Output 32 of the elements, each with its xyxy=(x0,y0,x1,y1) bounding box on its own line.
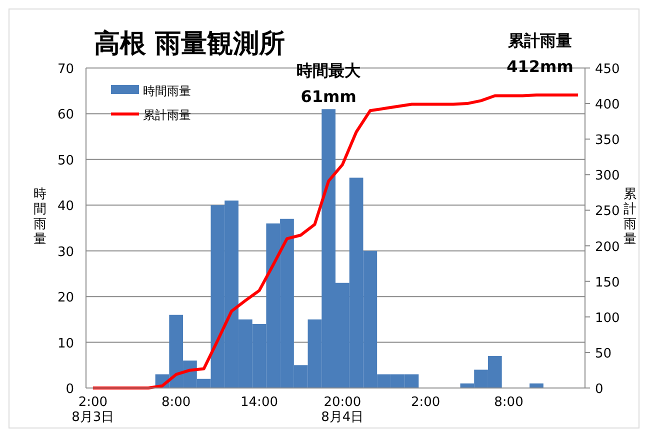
y2-tick-label: 150 xyxy=(595,275,620,290)
y-tick-label: 10 xyxy=(57,336,74,352)
legend-label: 累計雨量 xyxy=(143,108,191,122)
y-tick-label: 60 xyxy=(57,108,74,123)
y-tick-label: 30 xyxy=(57,244,74,260)
y2-tick-label: 250 xyxy=(595,204,620,220)
x-tick-label: 2:00 8月3日 xyxy=(72,395,114,425)
x-tick-label: 14:00 xyxy=(240,395,278,410)
y2-tick-label: 400 xyxy=(595,98,620,113)
y2-tick-label: 450 xyxy=(595,62,620,77)
legend-label: 時間雨量 xyxy=(143,84,191,98)
y-tick-label: 70 xyxy=(57,62,74,77)
y-tick-label: 50 xyxy=(57,153,74,168)
y2-tick-label: 350 xyxy=(595,133,620,148)
annotation: 時間最大 61mm xyxy=(296,61,362,106)
chart-title: 高根 雨量観測所 xyxy=(94,29,286,59)
y-tick-label: 20 xyxy=(57,290,74,306)
y2-tick-label: 100 xyxy=(595,310,620,326)
y-tick-label: 0 xyxy=(66,382,74,397)
y2-tick-label: 300 xyxy=(595,168,620,184)
x-tick-label: 2:00 xyxy=(410,395,440,410)
text: 累計雨量 xyxy=(624,187,636,247)
x-tick-label: 20:00 8月4日 xyxy=(321,395,364,425)
y2-tick-label: 50 xyxy=(595,346,612,362)
y-tick-label: 40 xyxy=(57,199,74,214)
x-tick-label: 8:00 xyxy=(161,395,191,410)
x-tick-label: 8:00 xyxy=(494,395,524,410)
y2-tick-label: 0 xyxy=(595,382,604,397)
y2-axis-title: 累計雨量 xyxy=(507,31,572,50)
text: 412mm xyxy=(506,57,574,76)
y2-tick-label: 200 xyxy=(595,240,620,255)
y-axis-title: 時間雨量 xyxy=(34,187,46,247)
